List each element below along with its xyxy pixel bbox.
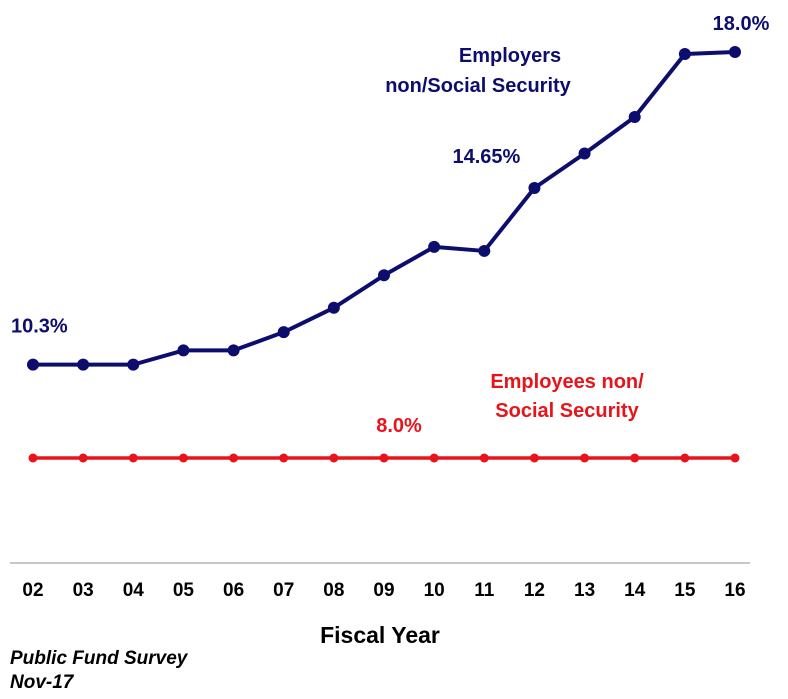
data-point [529, 453, 539, 463]
data-point [127, 358, 140, 371]
data-point [429, 453, 439, 463]
series-label-employers-line-1: Employers [459, 45, 561, 67]
series-lines [33, 50, 736, 460]
data-point [580, 453, 590, 463]
x-axis-title: Fiscal Year [320, 622, 440, 648]
data-point [479, 453, 489, 463]
series-label-employers-line-2: non/Social Security [385, 75, 571, 97]
data-point [630, 453, 640, 463]
data-point [378, 269, 390, 282]
data-point [27, 358, 39, 371]
x-tick-label: 16 [724, 580, 745, 601]
x-tick-labels: 02 03 04 05 06 07 08 09 10 11 12 13 14 15 16 [22, 580, 745, 601]
data-point [680, 453, 690, 463]
x-tick-label: 15 [674, 580, 696, 601]
data-point [128, 453, 138, 463]
x-tick-label: 08 [323, 580, 344, 601]
source-line-1: Public Fund Survey [10, 648, 189, 669]
x-tick-label: 12 [524, 580, 545, 601]
data-label: 18.0% [713, 13, 770, 35]
data-label: 8.0% [376, 415, 422, 437]
series-line-0 [33, 50, 736, 367]
x-tick-label: 02 [22, 580, 43, 601]
source-line-2: Nov-17 [10, 672, 75, 693]
x-tick-label: 06 [223, 580, 244, 601]
data-point [729, 46, 741, 58]
data-point [478, 244, 491, 257]
series-points [27, 46, 741, 463]
data-point [279, 453, 289, 463]
data-point [178, 453, 188, 463]
data-point [327, 301, 340, 314]
data-point [628, 110, 641, 123]
data-point [177, 344, 190, 357]
data-point [28, 453, 38, 463]
x-tick-label: 05 [173, 580, 195, 601]
data-point [678, 48, 691, 61]
data-labels: 10.3% 14.65% 18.0% 8.0% [11, 13, 770, 437]
data-point [428, 240, 441, 253]
x-tick-label: 14 [624, 580, 646, 601]
x-tick-label: 09 [373, 580, 394, 601]
data-point [528, 182, 541, 195]
data-point [229, 453, 239, 463]
x-tick-label: 03 [73, 580, 94, 601]
data-point [578, 147, 591, 160]
x-tick-label: 11 [474, 580, 495, 601]
data-point [227, 344, 240, 357]
data-point [277, 326, 290, 339]
series-label-employees-line-1: Employees non/ [490, 371, 644, 393]
data-point [379, 453, 389, 463]
x-tick-label: 04 [123, 580, 145, 601]
data-label: 10.3% [11, 316, 68, 338]
data-point [329, 453, 339, 463]
data-point [77, 358, 90, 371]
data-point [730, 453, 740, 463]
data-label: 14.65% [453, 146, 521, 168]
x-tick-label: 07 [273, 580, 294, 601]
series-label-employees-line-2: Social Security [495, 400, 639, 422]
x-tick-label: 13 [574, 580, 595, 601]
data-point [78, 453, 88, 463]
x-tick-label: 10 [424, 580, 445, 601]
